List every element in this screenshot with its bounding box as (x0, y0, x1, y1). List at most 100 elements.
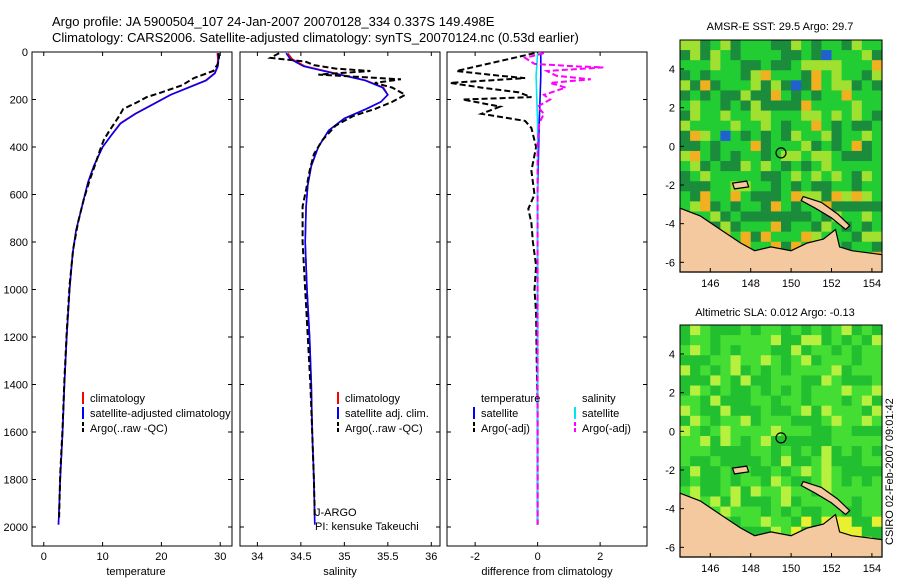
map-cell (700, 486, 711, 498)
map-cell (760, 415, 772, 427)
map-cell (841, 110, 853, 122)
map-cell (811, 415, 822, 427)
map-cell (730, 365, 742, 377)
map-cell (871, 201, 883, 213)
map-cell (760, 221, 772, 233)
map-cell (730, 231, 742, 243)
map-cell (720, 425, 732, 437)
map-cell (781, 446, 792, 457)
map-cell (700, 110, 711, 122)
map-cell (740, 50, 752, 61)
map-cell (740, 506, 752, 518)
map-cell (851, 466, 863, 477)
map-cell (841, 446, 853, 457)
map-cell (821, 90, 833, 102)
salinity-legend-item: satellite adj. clim. (345, 408, 429, 420)
map-cell (851, 211, 863, 223)
map-cell (871, 80, 883, 92)
map-cell (781, 50, 792, 61)
map-cell (720, 435, 732, 447)
map-cell (730, 80, 742, 92)
map-cell (871, 385, 883, 397)
map-cell (750, 140, 762, 152)
map-cell (750, 201, 762, 213)
map-cell (801, 181, 812, 192)
temperature-xlabel: temperature (106, 566, 165, 578)
map-cell (740, 345, 752, 356)
map-cell (871, 516, 883, 528)
map-cell (831, 110, 843, 122)
map-cell (740, 221, 752, 233)
depth-tick-label: 2000 (4, 522, 28, 534)
map-cell (801, 130, 812, 142)
map-cell (730, 90, 742, 102)
map-cell (781, 211, 792, 223)
map-cell (690, 395, 701, 407)
map-xtick-label: 146 (701, 563, 719, 575)
salinity-xlabel: salinity (323, 566, 357, 578)
map-cell (760, 486, 772, 498)
map-cell (720, 395, 732, 407)
temperature-legend-item: satellite-adjusted climatology (90, 408, 231, 420)
map-cell (781, 395, 792, 407)
map-cell (720, 120, 732, 132)
map-cell (811, 405, 822, 417)
map-cell (811, 171, 822, 182)
map-cell (730, 201, 742, 213)
map-cell (861, 130, 873, 142)
figure-title-line2: Climatology: CARS2006. Satellite-adjuste… (52, 30, 579, 45)
map-cell (811, 395, 822, 407)
map-cell (770, 60, 782, 71)
map-cell (760, 171, 772, 182)
map-cell (750, 150, 762, 162)
map-cell (861, 496, 873, 508)
map-cell (750, 191, 762, 202)
map-cell (680, 456, 691, 467)
map-cell (791, 150, 802, 162)
map-cell (811, 365, 822, 377)
map-cell (871, 140, 883, 152)
map-cell (680, 40, 691, 51)
map-cell (841, 415, 853, 427)
map-cell (821, 496, 833, 508)
map-cell (781, 415, 792, 427)
map-cell (690, 325, 701, 336)
map-cell (770, 415, 782, 427)
map-cell (801, 385, 812, 397)
map-cell (851, 496, 863, 508)
map-cell (690, 425, 701, 437)
map-cell (851, 231, 863, 243)
map-cell (750, 476, 762, 487)
depth-tick-label: 400 (10, 142, 28, 154)
map-cell (730, 70, 742, 81)
map-cell (770, 375, 782, 387)
map-cell (801, 100, 812, 112)
map-cell (801, 171, 812, 182)
map-cell (700, 60, 711, 71)
map-cell (700, 355, 711, 366)
map-cell (791, 345, 802, 356)
map-cell (821, 221, 833, 233)
map-cell (760, 526, 772, 538)
map-cell (690, 130, 701, 142)
map-cell (781, 80, 792, 92)
map-cell (851, 171, 863, 182)
map-ytick-label: -4 (665, 219, 675, 231)
map-cell (861, 241, 873, 253)
map-cell (851, 456, 863, 467)
map-cell (710, 110, 721, 122)
map-cell (760, 40, 772, 51)
map-cell (690, 345, 701, 356)
map-cell (710, 50, 721, 61)
map-cell (781, 100, 792, 112)
map-cell (811, 50, 822, 61)
map-ytick-label: -4 (665, 504, 675, 516)
map-cell (801, 486, 812, 498)
difference-chart: -2 0 2 (446, 51, 648, 563)
map-cell (811, 120, 822, 132)
map-cell (700, 365, 711, 377)
map-cell (781, 120, 792, 132)
map-cell (861, 80, 873, 92)
map-cell (770, 395, 782, 407)
